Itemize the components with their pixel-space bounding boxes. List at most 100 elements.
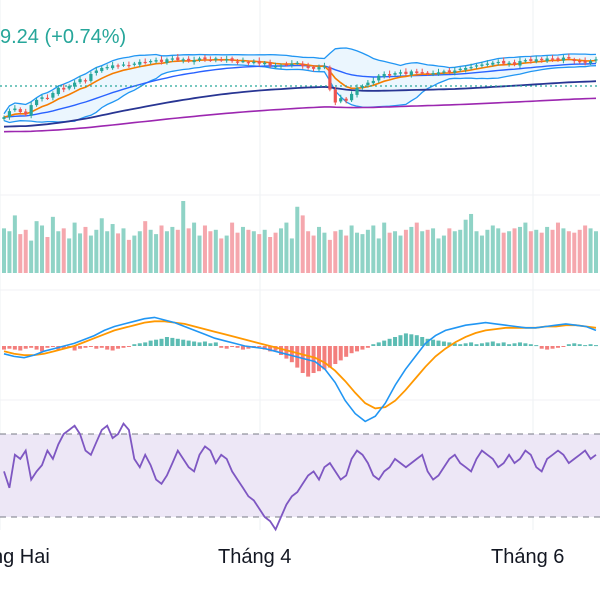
candle-body <box>127 65 131 67</box>
macd-histogram-bar <box>539 346 544 349</box>
candle-body <box>328 67 332 90</box>
volume-bar <box>300 215 305 273</box>
volume-bar <box>338 229 343 273</box>
candle-body <box>241 61 245 63</box>
volume-bar <box>2 228 6 273</box>
candle-body <box>333 89 337 103</box>
candle-body <box>393 73 397 75</box>
volume-bar <box>528 231 533 273</box>
macd-histogram-bar <box>164 337 169 346</box>
candle-body <box>181 59 185 61</box>
candle-body <box>100 67 104 72</box>
candle-body <box>78 79 82 83</box>
macd-histogram-bar <box>474 344 479 346</box>
volume-bar <box>181 201 186 273</box>
volume-bar <box>344 235 349 273</box>
candle-body <box>284 64 289 66</box>
candle-body <box>13 108 17 111</box>
macd-histogram-bar <box>360 346 365 350</box>
volume-bar <box>306 231 311 273</box>
macd-histogram-bar <box>181 339 186 346</box>
volume-bar <box>78 233 83 273</box>
volume-bar <box>317 226 322 273</box>
volume-bar <box>116 233 121 273</box>
macd-histogram-bar <box>40 346 45 352</box>
candle-body <box>143 61 147 64</box>
volume-bar <box>376 238 381 273</box>
ma-very-long-line <box>3 97 597 133</box>
macd-histogram-bar <box>501 342 506 346</box>
candle-body <box>404 71 408 74</box>
candle-body <box>105 67 109 69</box>
volume-bar <box>414 222 419 273</box>
macd-histogram-bar <box>257 346 262 347</box>
candle-body <box>301 63 305 67</box>
candle-body <box>252 61 256 64</box>
volume-bar <box>355 232 360 273</box>
candle-body <box>496 61 500 64</box>
volume-bar <box>333 231 338 273</box>
macd-histogram-bar <box>333 346 338 364</box>
macd-histogram-bar <box>235 346 240 348</box>
candle-body <box>540 58 544 61</box>
candle-body <box>192 60 196 63</box>
macd-histogram-bar <box>431 339 436 346</box>
macd-histogram-bar <box>23 346 28 349</box>
macd-histogram-bar <box>344 346 349 357</box>
volume-bar <box>170 226 175 273</box>
candle-body <box>415 71 419 74</box>
volume-bar <box>458 229 463 273</box>
volume-bar <box>40 225 45 273</box>
macd-histogram-bar <box>572 343 577 346</box>
macd-histogram-bar <box>78 346 83 349</box>
candle-body <box>594 59 598 61</box>
volume-bar <box>360 234 365 273</box>
macd-histogram-bar <box>306 346 311 377</box>
candle-body <box>154 60 158 62</box>
candle-body <box>83 80 88 82</box>
candle-body <box>89 74 93 81</box>
macd-histogram-bar <box>485 342 490 346</box>
candle-body <box>62 87 66 90</box>
macd-histogram-bar <box>34 346 39 350</box>
candle-body <box>279 65 283 67</box>
volume-bar <box>121 228 126 273</box>
candle-body <box>480 64 484 66</box>
macd-histogram-bar <box>349 346 354 354</box>
bollinger-lower-line <box>3 64 597 124</box>
volume-bar <box>192 222 197 273</box>
candle-body <box>2 117 6 119</box>
candle-body <box>458 68 462 71</box>
volume-bar <box>501 232 506 273</box>
macd-histogram-bar <box>219 346 224 348</box>
macd-histogram-bar <box>523 343 528 346</box>
volume-bar <box>403 229 408 273</box>
candle-body <box>165 59 169 63</box>
candle-body <box>578 61 582 63</box>
candle-body <box>469 67 473 69</box>
volume-bar <box>154 234 159 273</box>
volume-bar <box>251 231 256 273</box>
macd-histogram-bar <box>170 337 175 346</box>
candle-body <box>398 72 403 74</box>
macd-histogram-bar <box>469 342 474 346</box>
volume-bar <box>240 226 245 273</box>
candle-body <box>67 86 71 89</box>
candle-body <box>377 75 381 81</box>
volume-bar <box>72 222 77 273</box>
macd-histogram-bar <box>61 346 66 349</box>
macd-histogram-bar <box>45 346 50 348</box>
macd-histogram-bar <box>289 346 294 363</box>
volume-bar <box>523 222 528 273</box>
candle-body <box>583 60 587 63</box>
macd-histogram-bar <box>246 346 251 349</box>
macd-histogram-bar <box>7 346 12 349</box>
candle-body <box>235 61 240 63</box>
candle-body <box>203 57 207 60</box>
volume-bar <box>88 235 93 273</box>
macd-histogram-bar <box>463 343 468 346</box>
ema-short-line <box>3 58 597 118</box>
candle-body <box>290 63 294 66</box>
macd-histogram-bar <box>550 346 555 349</box>
